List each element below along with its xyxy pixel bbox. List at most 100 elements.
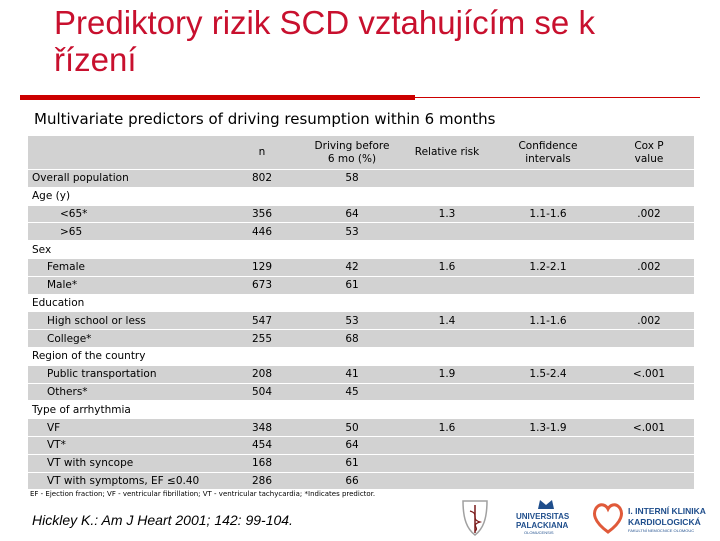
- cell-n: 673: [222, 276, 302, 294]
- clinic-name-2: KARDIOLOGICKÁ: [628, 517, 701, 527]
- cell-n: [222, 348, 302, 365]
- cell-n: 255: [222, 330, 302, 347]
- cell-relative-risk: 1.4: [402, 312, 492, 330]
- table-row: Public transportation 208 41 1.9 1.5-2.4 <.00…: [28, 365, 694, 383]
- cell-n: [222, 401, 302, 418]
- cell-driving-pct: 41: [302, 365, 402, 383]
- cell-n: 208: [222, 365, 302, 383]
- cell-p-value: <.001: [604, 419, 694, 436]
- citation: Hickley K.: Am J Heart 2001; 142: 99-104…: [32, 512, 293, 528]
- cell-driving-pct: 50: [302, 419, 402, 436]
- cell-relative-risk: [402, 383, 492, 401]
- cell-confidence-interval: 1.1-1.6: [492, 205, 604, 223]
- cell-n: 286: [222, 472, 302, 490]
- heart-icon: [593, 503, 623, 534]
- row-label: Male*: [28, 276, 222, 294]
- row-label: College*: [28, 330, 222, 347]
- table-body: Overall population 802 58 Age (y) <65* 356 64 1…: [28, 170, 694, 490]
- clinic-name-1: I. INTERNÍ KLINIKA: [628, 506, 706, 516]
- cell-driving-pct: [302, 348, 402, 365]
- row-label: VT with syncope: [28, 454, 222, 472]
- cell-driving-pct: 45: [302, 383, 402, 401]
- footnote: EF - Ejection fraction; VF - ventricular…: [30, 490, 376, 498]
- cell-p-value: [604, 330, 694, 347]
- table-container: n Driving before 6 mo (%) Relative risk …: [28, 135, 694, 490]
- table-row: Female 129 42 1.6 1.2-2.1.002: [28, 258, 694, 276]
- cell-driving-pct: 61: [302, 454, 402, 472]
- cell-p-value: <.001: [604, 365, 694, 383]
- row-label: Age (y): [32, 190, 71, 203]
- cell-relative-risk: 1.6: [402, 258, 492, 276]
- table-row: Sex: [28, 241, 694, 258]
- cell-confidence-interval: [492, 401, 604, 418]
- table-row: College* 255 68: [28, 330, 694, 347]
- cell-confidence-interval: 1.3-1.9: [492, 419, 604, 436]
- cell-p-value: .002: [604, 312, 694, 330]
- cell-p-value: [604, 436, 694, 454]
- cell-relative-risk: [402, 454, 492, 472]
- title-rule-thin: [415, 97, 700, 98]
- cell-n: [222, 188, 302, 205]
- row-label: Female: [28, 258, 222, 276]
- header-label: [28, 136, 222, 169]
- cell-driving-pct: 64: [302, 205, 402, 223]
- cell-confidence-interval: 1.1-1.6: [492, 312, 604, 330]
- cell-driving-pct: 53: [302, 223, 402, 241]
- table-row: Others* 504 45: [28, 383, 694, 401]
- header-relative-risk: Relative risk: [402, 136, 492, 169]
- cell-n: 129: [222, 258, 302, 276]
- cell-relative-risk: 1.9: [402, 365, 492, 383]
- table-row: VT* 454 64: [28, 436, 694, 454]
- row-label: High school or less: [28, 312, 222, 330]
- cell-relative-risk: 1.6: [402, 419, 492, 436]
- cell-p-value: .002: [604, 258, 694, 276]
- cell-confidence-interval: [492, 170, 604, 187]
- row-label: VT*: [28, 436, 222, 454]
- table-row: VF 348 50 1.6 1.3-1.9 <.001: [28, 419, 694, 436]
- row-label: Others*: [28, 383, 222, 401]
- cell-confidence-interval: 1.5-2.4: [492, 365, 604, 383]
- cell-driving-pct: [302, 188, 402, 205]
- cell-driving-pct: 61: [302, 276, 402, 294]
- row-label: Overall population: [28, 170, 222, 187]
- table-row: VT with syncope 168 61: [28, 454, 694, 472]
- cell-n: 802: [222, 170, 302, 187]
- header-cox-p: Cox P value: [604, 136, 694, 169]
- cell-n: [222, 295, 302, 312]
- cell-n: 454: [222, 436, 302, 454]
- table-row: <65* 356 64 1.3 1.1-1.6.002: [28, 205, 694, 223]
- cell-driving-pct: 68: [302, 330, 402, 347]
- header-driving-before: Driving before 6 mo (%): [302, 136, 402, 169]
- title-rule: [20, 95, 415, 100]
- row-label: Education: [32, 296, 85, 309]
- table-header-row: n Driving before 6 mo (%) Relative risk …: [28, 136, 694, 169]
- cell-relative-risk: [402, 188, 492, 205]
- cell-relative-risk: [402, 436, 492, 454]
- row-label: <65*: [28, 205, 222, 223]
- cell-driving-pct: 53: [302, 312, 402, 330]
- cell-p-value: [604, 188, 694, 205]
- cell-p-value: [604, 472, 694, 490]
- caduceus-logo: [455, 497, 495, 537]
- cell-relative-risk: [402, 241, 492, 258]
- table-row: High school or less 547 53 1.4 1.1-1.6.002: [28, 312, 694, 330]
- row-label: Type of arrhythmia: [32, 403, 131, 416]
- cell-confidence-interval: [492, 383, 604, 401]
- cell-driving-pct: [302, 295, 402, 312]
- table-row: Overall population 802 58: [28, 170, 694, 187]
- row-label: VT with symptoms, EF ≤0.40: [28, 472, 222, 490]
- cell-confidence-interval: [492, 472, 604, 490]
- cell-relative-risk: [402, 276, 492, 294]
- cell-n: 547: [222, 312, 302, 330]
- cell-driving-pct: [302, 241, 402, 258]
- university-name-1: UNIVERSITAS: [516, 512, 570, 521]
- cell-confidence-interval: [492, 276, 604, 294]
- header-n: n: [222, 136, 302, 169]
- slide-title: Prediktory rizik SCD vztahujícím se k ří…: [54, 4, 595, 78]
- cell-p-value: [604, 223, 694, 241]
- row-label: Public transportation: [28, 365, 222, 383]
- cell-n: 168: [222, 454, 302, 472]
- table-row: VT with symptoms, EF ≤0.40 286 66: [28, 472, 694, 490]
- cell-p-value: .002: [604, 205, 694, 223]
- row-label: Sex: [32, 243, 52, 256]
